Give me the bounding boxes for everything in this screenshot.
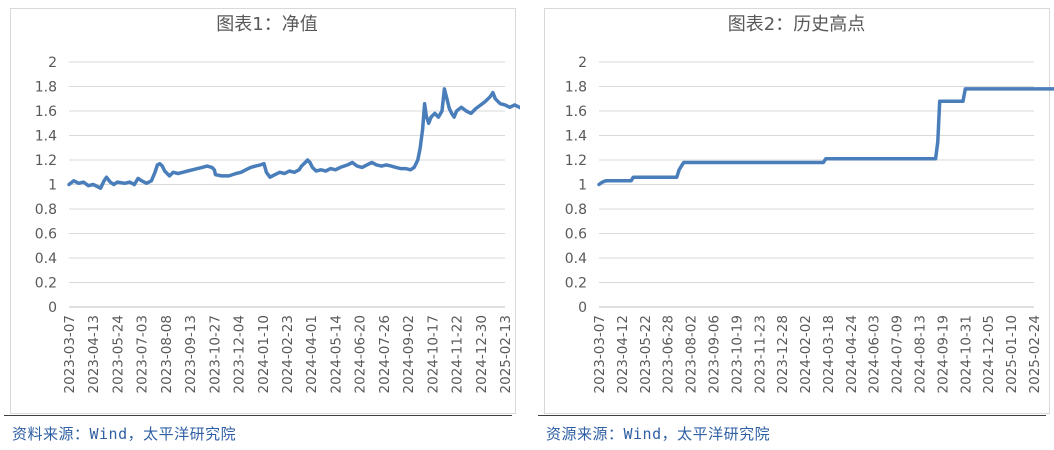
x-tick-label: 2024-03-18: [821, 315, 837, 393]
x-tick-label: 2024-01-10: [256, 315, 272, 393]
chart-panel-peak: 图表2：历史高点 0 0.2 0.4 0.6 0.8 1 1.2 1.4 1.6 1.8 2 2023-…: [534, 0, 1054, 450]
x-tick-label: 2023-12-04: [232, 315, 248, 393]
source-rule: [538, 415, 1046, 416]
x-tick-label: 2024-12-30: [474, 315, 490, 393]
y-tick-label: 1.2: [35, 153, 57, 169]
x-tick-label: 2023-09-06: [706, 315, 722, 393]
x-tick-label: 2024-09-19: [935, 315, 951, 393]
y-tick-label: 0.2: [565, 276, 587, 292]
y-tick-label: 0.2: [35, 276, 57, 292]
x-tick-label: 2023-04-13: [86, 315, 102, 393]
x-tick-label: 2024-08-13: [913, 315, 929, 393]
x-tick-label: 2024-04-24: [844, 315, 860, 393]
x-tick-label: 2024-09-02: [401, 315, 417, 393]
y-tick-label: 1.6: [35, 104, 57, 120]
x-tick-label: 2024-02-02: [798, 315, 814, 393]
x-tick-label: 2024-11-22: [450, 315, 466, 393]
y-tick-label: 1.8: [35, 80, 57, 96]
x-tick-label: 2024-06-20: [353, 315, 369, 393]
y-tick-label: 1.8: [565, 80, 587, 96]
x-tick-label: 2023-05-24: [110, 315, 126, 393]
x-tick-label: 2023-10-19: [729, 315, 745, 393]
y-tick-label: 0.6: [35, 227, 57, 243]
x-tick-label: 2024-04-01: [304, 315, 320, 393]
x-tick-label: 2025-01-10: [1004, 315, 1020, 393]
series-line: [67, 87, 520, 190]
x-tick-label: 2023-10-27: [207, 315, 223, 393]
x-tick-label: 2023-08-02: [684, 315, 700, 393]
y-tick-label: 0.8: [565, 202, 587, 218]
x-tick-label: 2024-07-09: [890, 315, 906, 393]
y-tick-label: 1: [48, 178, 57, 194]
x-tick-label: 2024-10-31: [958, 315, 974, 393]
x-tick-label: 2023-03-07: [62, 315, 78, 393]
source-note: 资源来源：Wind，太平洋研究院: [546, 425, 771, 443]
source-rule: [4, 415, 512, 416]
x-tick-label: 2023-05-22: [638, 315, 654, 393]
y-tick-label: 0: [578, 300, 587, 316]
chart-frame: [544, 8, 1050, 414]
y-tick-label: 2: [48, 55, 57, 71]
x-tick-label: 2025-02-24: [1027, 315, 1043, 393]
y-tick-label: 1: [578, 178, 587, 194]
x-tick-label: 2023-08-08: [159, 315, 175, 393]
x-tick-label: 2023-03-07: [592, 315, 608, 393]
y-tick-label: 0.8: [35, 202, 57, 218]
y-tick-label: 1.2: [565, 153, 587, 169]
x-tick-label: 2023-11-23: [752, 315, 768, 393]
series-line: [597, 87, 1054, 187]
peak-line-chart: 图表2：历史高点 0 0.2 0.4 0.6 0.8 1 1.2 1.4 1.6 1.8 2 2023-…: [565, 14, 1054, 393]
y-tick-label: 2: [578, 55, 587, 71]
x-tick-label: 2024-12-05: [981, 315, 997, 393]
x-tick-label: 2025-02-13: [498, 315, 514, 393]
chart-title: 图表2：历史高点: [728, 14, 865, 35]
y-tick-label: 1.6: [565, 104, 587, 120]
source-note: 资料来源：Wind，太平洋研究院: [12, 425, 237, 443]
chart-panel-nav: 图表1：净值 0 0.2 0.4 0.6 0.8 1 1.2 1.4 1.6 1.8 2 2023-03…: [0, 0, 520, 450]
x-tick-label: 2024-07-26: [377, 315, 393, 393]
y-tick-label: 1.4: [35, 129, 57, 145]
x-tick-label: 2024-10-17: [425, 315, 441, 393]
y-tick-label: 0.4: [565, 251, 587, 267]
y-tick-label: 1.4: [565, 129, 587, 145]
y-tick-label: 0.4: [35, 251, 57, 267]
x-tick-label: 2023-06-28: [661, 315, 677, 393]
chart-frame: [10, 8, 516, 414]
x-tick-label: 2024-06-03: [867, 315, 883, 393]
x-tick-label: 2024-05-14: [328, 315, 344, 393]
x-tick-label: 2023-07-03: [135, 315, 151, 393]
nav-line-chart: 图表1：净值 0 0.2 0.4 0.6 0.8 1 1.2 1.4 1.6 1.8 2 2023-03…: [35, 14, 520, 393]
x-tick-label: 2024-02-23: [280, 315, 296, 393]
x-tick-label: 2023-09-13: [183, 315, 199, 393]
y-tick-label: 0.6: [565, 227, 587, 243]
x-tick-label: 2023-04-12: [615, 315, 631, 393]
x-tick-label: 2023-12-28: [775, 315, 791, 393]
chart-title: 图表1：净值: [216, 14, 317, 35]
y-tick-label: 0: [48, 300, 57, 316]
